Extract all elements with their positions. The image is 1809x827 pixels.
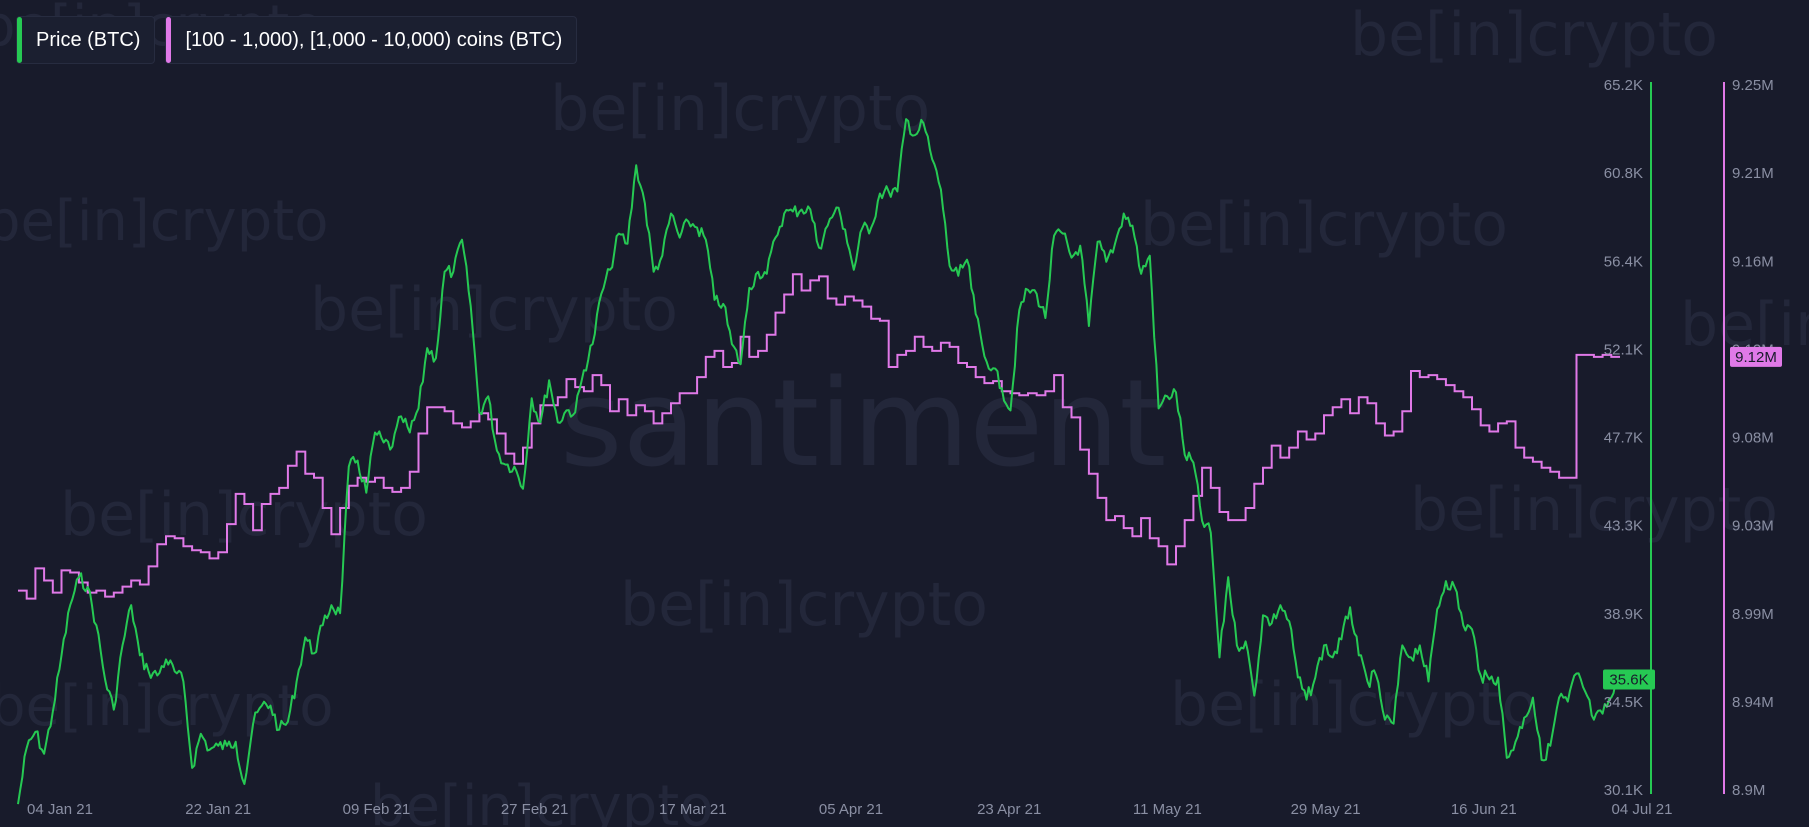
holders-tick-label: 8.94M [1732, 694, 1774, 711]
watermark-text-7: be[in]crypto [1410, 475, 1778, 545]
holders-tick-label: 9.03M [1732, 518, 1774, 535]
holders-last-value-badge [1730, 346, 1782, 367]
legend-price-label: Price (BTC) [36, 28, 141, 51]
price-tick-label: 56.4K [1604, 253, 1643, 270]
price-tick-label: 38.9K [1604, 606, 1643, 623]
holders-line-layer [18, 273, 1620, 600]
watermark-text-2: be[in]crypto [0, 189, 328, 254]
watermark-text-6: be[in]crypto [60, 480, 428, 550]
watermark-text-8: be[in]crypto [620, 570, 988, 640]
series-line-holders [18, 273, 1620, 600]
legend: Price (BTC) [100 - 1,000), [1,000 - 10,0… [16, 16, 578, 64]
x-tick-label: 22 Jan 21 [185, 801, 251, 818]
price-tick-label: 47.7K [1604, 430, 1643, 447]
holders-tick-label: 9.21M [1732, 165, 1774, 182]
watermark-text-4: be[in]crypto [1140, 190, 1508, 260]
x-tick-label: 04 Jul 21 [1612, 801, 1673, 818]
x-tick-label: 27 Feb 21 [501, 801, 569, 818]
watermark-text-10: be[in]crypto [1170, 670, 1538, 740]
price-line-layer [17, 118, 1621, 805]
price-last-value-badge [1603, 669, 1655, 690]
watermark-text-11: be[in]crypto [1350, 0, 1718, 70]
price-tick-label: 52.1K [1604, 341, 1643, 358]
x-tick-label: 09 Feb 21 [343, 801, 411, 818]
price-tick-label: 65.2K [1604, 77, 1643, 94]
holders-axis-ticks: 8.9M 8.94M 8.99M 9.03M 9.08M 9.12M 9.16M 9.21M 9… [1732, 77, 1774, 799]
price-tick-label: 43.3K [1604, 518, 1643, 535]
x-tick-label: 23 Apr 21 [977, 801, 1041, 818]
badge-layer: 35.6K 9.12M [1603, 346, 1782, 690]
legend-holders-swatch [166, 17, 172, 63]
legend-item-holders[interactable]: [100 - 1,000), [1,000 - 10,000) coins (B… [165, 16, 578, 64]
holders-tick-label: 8.9M [1732, 782, 1765, 799]
legend-price-swatch [17, 17, 22, 63]
x-tick-label: 16 Jun 21 [1451, 801, 1517, 818]
holders-tick-label: 9.25M [1732, 77, 1774, 94]
price-tick-label: 30.1K [1604, 782, 1643, 799]
x-axis-ticks: 04 Jan 21 22 Jan 21 09 Feb 21 27 Feb 21 17 M… [27, 801, 1672, 818]
price-axis-ticks: 30.1K 34.5K 38.9K 43.3K 47.7K 52.1K 56.4K 60.8K… [1604, 77, 1643, 799]
price-tick-label: 60.8K [1604, 165, 1643, 182]
watermark-santiment: santiment [560, 355, 1166, 494]
x-tick-label: 04 Jan 21 [27, 801, 93, 818]
holders-tick-label: 8.99M [1732, 606, 1774, 623]
x-tick-label: 11 May 21 [1133, 801, 1202, 818]
holders-tick-label: 9.08M [1732, 430, 1774, 447]
x-tick-label: 05 Apr 21 [819, 801, 883, 818]
price-last-value-text: 35.6K [1609, 672, 1648, 689]
series-line-price [17, 118, 1621, 805]
x-tick-label: 29 May 21 [1291, 801, 1361, 818]
holders-tick-label: 9.16M [1732, 253, 1774, 270]
x-tick-label: 17 Mar 21 [659, 801, 727, 818]
watermark-text-1: be[in]crypto [550, 72, 930, 145]
price-tick-label: 34.5K [1604, 694, 1643, 711]
watermark-text-12: be[in]crypto [370, 774, 713, 827]
watermark-text-9: be[in]crypto [0, 674, 333, 739]
legend-holders-label: [100 - 1,000), [1,000 - 10,000) coins (B… [185, 28, 563, 51]
holders-last-value-text: 9.12M [1735, 349, 1777, 366]
watermark-text-3: be[in]crypto [310, 275, 678, 345]
legend-item-price[interactable]: Price (BTC) [16, 16, 156, 64]
